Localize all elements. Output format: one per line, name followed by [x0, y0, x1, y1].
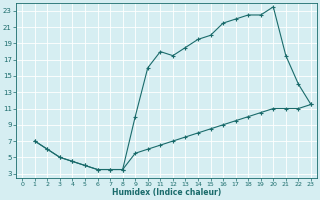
X-axis label: Humidex (Indice chaleur): Humidex (Indice chaleur): [112, 188, 221, 197]
